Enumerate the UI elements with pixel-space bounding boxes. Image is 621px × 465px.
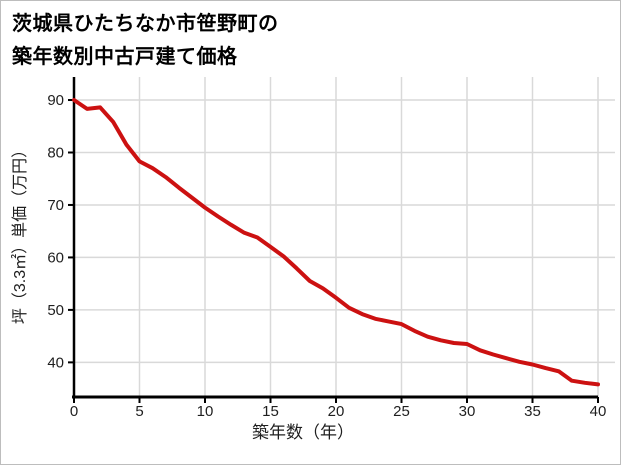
- y-tick-label: 70: [47, 197, 64, 214]
- y-axis-title: 坪（3.3㎡）単価（万円）: [11, 142, 29, 324]
- price-line: [72, 98, 600, 387]
- x-tick-label: 5: [135, 403, 143, 420]
- x-tick-label: 25: [393, 403, 410, 420]
- chart-title-line2: 築年数別中古戸建て価格: [12, 46, 238, 68]
- x-axis-title: 築年数（年）: [252, 423, 354, 442]
- x-tick-label: 15: [262, 403, 279, 420]
- y-tick-label: 80: [47, 144, 64, 161]
- y-tick-label: 90: [47, 92, 64, 109]
- axes: [72, 77, 598, 399]
- x-tick-label: 30: [459, 403, 476, 420]
- tick-marks: 0 5 10 15 20 25 30 35 40 40 50 60 70 80 90: [47, 92, 606, 420]
- x-tick-label: 35: [524, 403, 541, 420]
- chart-title-line1: 茨城県ひたちなか市笹野町の: [12, 13, 279, 35]
- x-tick-label: 40: [590, 403, 607, 420]
- x-tick-label: 20: [328, 403, 345, 420]
- chart-title: 茨城県ひたちなか市笹野町の 築年数別中古戸建て価格: [12, 8, 279, 74]
- y-tick-label: 40: [47, 354, 64, 371]
- gridlines: [74, 77, 615, 397]
- x-tick-label: 0: [70, 403, 78, 420]
- y-tick-label: 60: [47, 249, 64, 266]
- y-tick-label: 50: [47, 302, 64, 319]
- x-tick-label: 10: [197, 403, 214, 420]
